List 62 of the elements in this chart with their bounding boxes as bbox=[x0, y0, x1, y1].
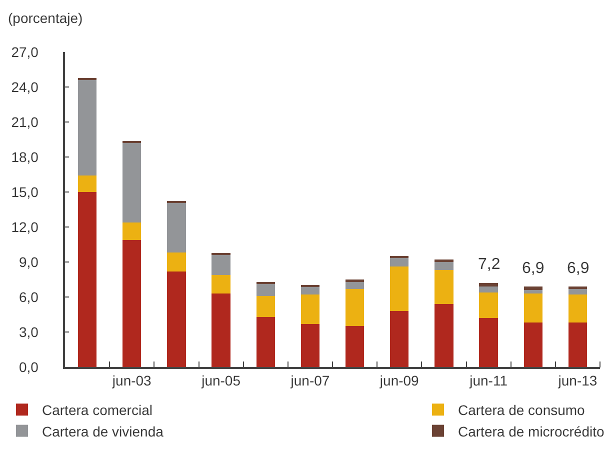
bar bbox=[78, 176, 97, 192]
bar bbox=[479, 292, 498, 318]
bar bbox=[524, 322, 542, 367]
bar bbox=[78, 80, 97, 176]
bar bbox=[167, 252, 186, 272]
y-tick-label: 15,0 bbox=[11, 184, 39, 200]
bar bbox=[212, 294, 230, 367]
bar bbox=[345, 282, 364, 289]
bar bbox=[78, 192, 97, 367]
bar bbox=[212, 274, 230, 294]
bar bbox=[568, 294, 588, 323]
bar bbox=[390, 257, 409, 267]
bar bbox=[122, 222, 142, 240]
bar bbox=[345, 288, 364, 326]
bar bbox=[390, 266, 409, 311]
legend-label: Cartera de vivienda bbox=[42, 423, 164, 440]
legend-label: Cartera de microcrédito bbox=[458, 423, 604, 440]
x-tick-label: jun-13 bbox=[557, 372, 598, 389]
x-tick-label: jun-03 bbox=[111, 372, 152, 389]
bar bbox=[256, 296, 275, 317]
bar bbox=[524, 286, 542, 290]
bar bbox=[300, 286, 320, 295]
bar bbox=[256, 284, 275, 296]
bar bbox=[300, 294, 320, 324]
y-tick-label: 6,0 bbox=[18, 288, 39, 305]
bar bbox=[524, 294, 542, 323]
y-tick-label: 9,0 bbox=[18, 254, 39, 270]
bar bbox=[122, 143, 142, 222]
bar bbox=[167, 202, 186, 253]
total-label: 6,9 bbox=[567, 260, 590, 277]
bar bbox=[300, 324, 320, 367]
bar bbox=[256, 316, 275, 367]
bar bbox=[434, 304, 454, 367]
x-tick-label: jun-11 bbox=[468, 372, 508, 389]
bar bbox=[479, 283, 498, 286]
bar bbox=[434, 262, 454, 270]
bar bbox=[434, 270, 454, 304]
y-tick-label: 3,0 bbox=[18, 324, 39, 340]
bar bbox=[479, 286, 498, 292]
bar bbox=[345, 326, 364, 367]
y-tick-label: 24,0 bbox=[11, 78, 39, 95]
y-tick-label: 21,0 bbox=[11, 114, 39, 130]
bar bbox=[390, 311, 409, 367]
total-label: 7,2 bbox=[478, 256, 500, 273]
x-tick-label: jun-07 bbox=[290, 372, 330, 389]
y-tick-label: 12,0 bbox=[11, 218, 39, 235]
bar bbox=[122, 240, 142, 367]
bar bbox=[568, 288, 588, 295]
bar bbox=[568, 322, 588, 367]
legend-label: Cartera de consumo bbox=[458, 402, 586, 418]
legend-label: Cartera comercial bbox=[42, 402, 152, 418]
y-axis-title: (porcentaje) bbox=[8, 10, 83, 26]
y-tick-label: 0,0 bbox=[18, 358, 39, 375]
bar bbox=[479, 318, 498, 367]
bar bbox=[212, 255, 230, 275]
bar bbox=[524, 290, 542, 294]
total-label: 6,9 bbox=[522, 260, 544, 277]
x-tick-label: jun-05 bbox=[200, 372, 241, 389]
bar bbox=[167, 271, 186, 367]
y-tick-label: 27,0 bbox=[11, 44, 39, 60]
x-tick-label: jun-09 bbox=[378, 372, 420, 389]
y-tick-label: 18,0 bbox=[11, 148, 39, 165]
